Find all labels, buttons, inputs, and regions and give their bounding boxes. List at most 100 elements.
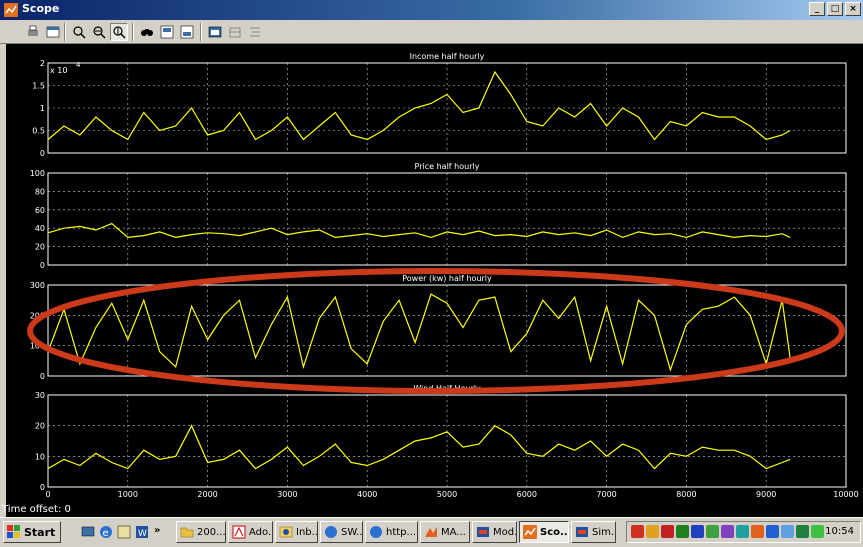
desktop-icon xyxy=(81,526,95,537)
task-browser-sw[interactable]: SW... xyxy=(320,521,363,543)
y-tick-label: 60 xyxy=(35,206,45,215)
tray-icon[interactable] xyxy=(781,525,794,538)
close-button[interactable]: × xyxy=(845,2,861,16)
x-tick-label: 1000 xyxy=(118,490,138,499)
signal-trace xyxy=(47,70,791,141)
windows-taskbar: Start e W » 200... Ado... Inb... SW... h… xyxy=(0,517,863,547)
y-tick-label: 100 xyxy=(30,169,45,178)
tray-icon[interactable] xyxy=(691,525,704,538)
autoscale-icon xyxy=(141,29,153,36)
tray-icon[interactable] xyxy=(736,525,749,538)
scope-icon xyxy=(523,525,537,539)
save-axes-button[interactable] xyxy=(158,23,176,41)
taskbar-clock[interactable]: 10:54 xyxy=(825,526,854,537)
tray-icon[interactable] xyxy=(811,525,824,538)
windows-logo-icon xyxy=(7,525,20,538)
app-icon xyxy=(117,525,131,539)
exponent-label: x 10 xyxy=(50,66,67,75)
window-title: Scope xyxy=(22,2,60,15)
tray-icon[interactable] xyxy=(676,525,689,538)
tray-icon[interactable] xyxy=(631,525,644,538)
quicklaunch-ie[interactable]: e xyxy=(98,524,114,540)
task-label: 200... xyxy=(197,526,226,538)
task-model[interactable]: Mod... xyxy=(472,521,517,543)
y-tick-label: 1.5 xyxy=(32,82,45,91)
lock-axes-button[interactable] xyxy=(226,23,244,41)
print-icon xyxy=(28,25,38,36)
start-button[interactable]: Start xyxy=(3,521,61,543)
task-folder[interactable]: 200... xyxy=(176,521,226,543)
lock-axes-icon xyxy=(229,27,241,38)
internet-explorer-icon: e xyxy=(100,526,112,539)
x-tick-label: 10000 xyxy=(833,490,858,499)
tray-icon[interactable] xyxy=(751,525,764,538)
window-titlebar[interactable]: Scope _ □ × xyxy=(0,0,863,20)
task-label: Sco... xyxy=(540,526,569,538)
toolbar-separator xyxy=(132,23,134,41)
tray-icon[interactable] xyxy=(661,525,674,538)
floating-scope-button[interactable] xyxy=(206,23,224,41)
restore-axes-button[interactable] xyxy=(178,23,196,41)
zoom-x-button[interactable] xyxy=(90,23,108,41)
maximize-button[interactable]: □ xyxy=(827,2,843,16)
y-tick-label: 0 xyxy=(40,483,45,492)
task-simulink[interactable]: Sim... xyxy=(571,521,616,543)
axes-title: Power (kw) half hourly xyxy=(402,274,492,283)
y-tick-label: 300 xyxy=(30,281,45,290)
x-tick-label: 2000 xyxy=(197,490,217,499)
x-tick-label: 4000 xyxy=(357,490,377,499)
toolbar-separator xyxy=(64,23,66,41)
autoscale-button[interactable] xyxy=(138,23,156,41)
x-tick-label: 0 xyxy=(45,490,50,499)
tray-icon[interactable] xyxy=(721,525,734,538)
axes-title: Price half hourly xyxy=(415,162,480,171)
tray-icon[interactable] xyxy=(796,525,809,538)
y-tick-label: 20 xyxy=(35,243,45,252)
task-label: Sim... xyxy=(592,526,615,538)
browser-icon xyxy=(325,526,337,538)
y-tick-label: 30 xyxy=(35,391,45,400)
acrobat-icon xyxy=(232,525,246,539)
x-tick-label: 7000 xyxy=(596,490,616,499)
task-inbox[interactable]: Inb... xyxy=(275,521,318,543)
task-label: MA... xyxy=(441,526,466,538)
task-label: Mod... xyxy=(493,526,517,538)
signal-trace xyxy=(47,293,791,372)
y-tick-label: 40 xyxy=(35,224,45,233)
scope-toolbar xyxy=(0,20,863,44)
exponent-power: 4 xyxy=(76,61,81,69)
y-tick-label: 20 xyxy=(35,422,45,431)
simulink-icon xyxy=(477,527,489,537)
zoom-y-button[interactable] xyxy=(110,23,128,41)
tray-icon[interactable] xyxy=(706,525,719,538)
print-button[interactable] xyxy=(24,23,42,41)
tray-icon[interactable] xyxy=(646,525,659,538)
time-offset-label: Time offset: xyxy=(2,504,62,515)
signal-selection-icon xyxy=(250,27,260,37)
start-label: Start xyxy=(24,525,56,539)
task-matlab[interactable]: MA... xyxy=(420,521,470,543)
zoom-button[interactable] xyxy=(70,23,88,41)
quicklaunch-desktop[interactable] xyxy=(80,524,96,540)
signal-selection-button[interactable] xyxy=(246,23,264,41)
y-tick-label: 0 xyxy=(40,261,45,270)
simulink-icon xyxy=(576,527,588,537)
task-browser-http[interactable]: http... xyxy=(365,521,418,543)
quicklaunch-word[interactable]: W xyxy=(134,524,150,540)
y-tick-label: 2 xyxy=(40,59,45,68)
y-tick-label: 1 xyxy=(40,104,45,113)
x-tick-label: 8000 xyxy=(676,490,696,499)
task-scope[interactable]: Sco... xyxy=(519,521,569,543)
task-acrobat[interactable]: Ado... xyxy=(228,521,273,543)
language-icon[interactable] xyxy=(766,525,779,538)
y-tick-label: 0.5 xyxy=(32,127,45,136)
x-tick-label: 5000 xyxy=(437,490,457,499)
zoom-y-icon xyxy=(113,26,126,39)
quicklaunch-app[interactable] xyxy=(116,524,132,540)
restore-axes-icon xyxy=(180,25,194,39)
quicklaunch-overflow[interactable]: » xyxy=(154,525,161,536)
highlight-ellipse xyxy=(27,268,845,394)
scope-left-frame xyxy=(0,44,4,517)
parameters-button[interactable] xyxy=(44,23,62,41)
minimize-button[interactable]: _ xyxy=(809,2,825,16)
